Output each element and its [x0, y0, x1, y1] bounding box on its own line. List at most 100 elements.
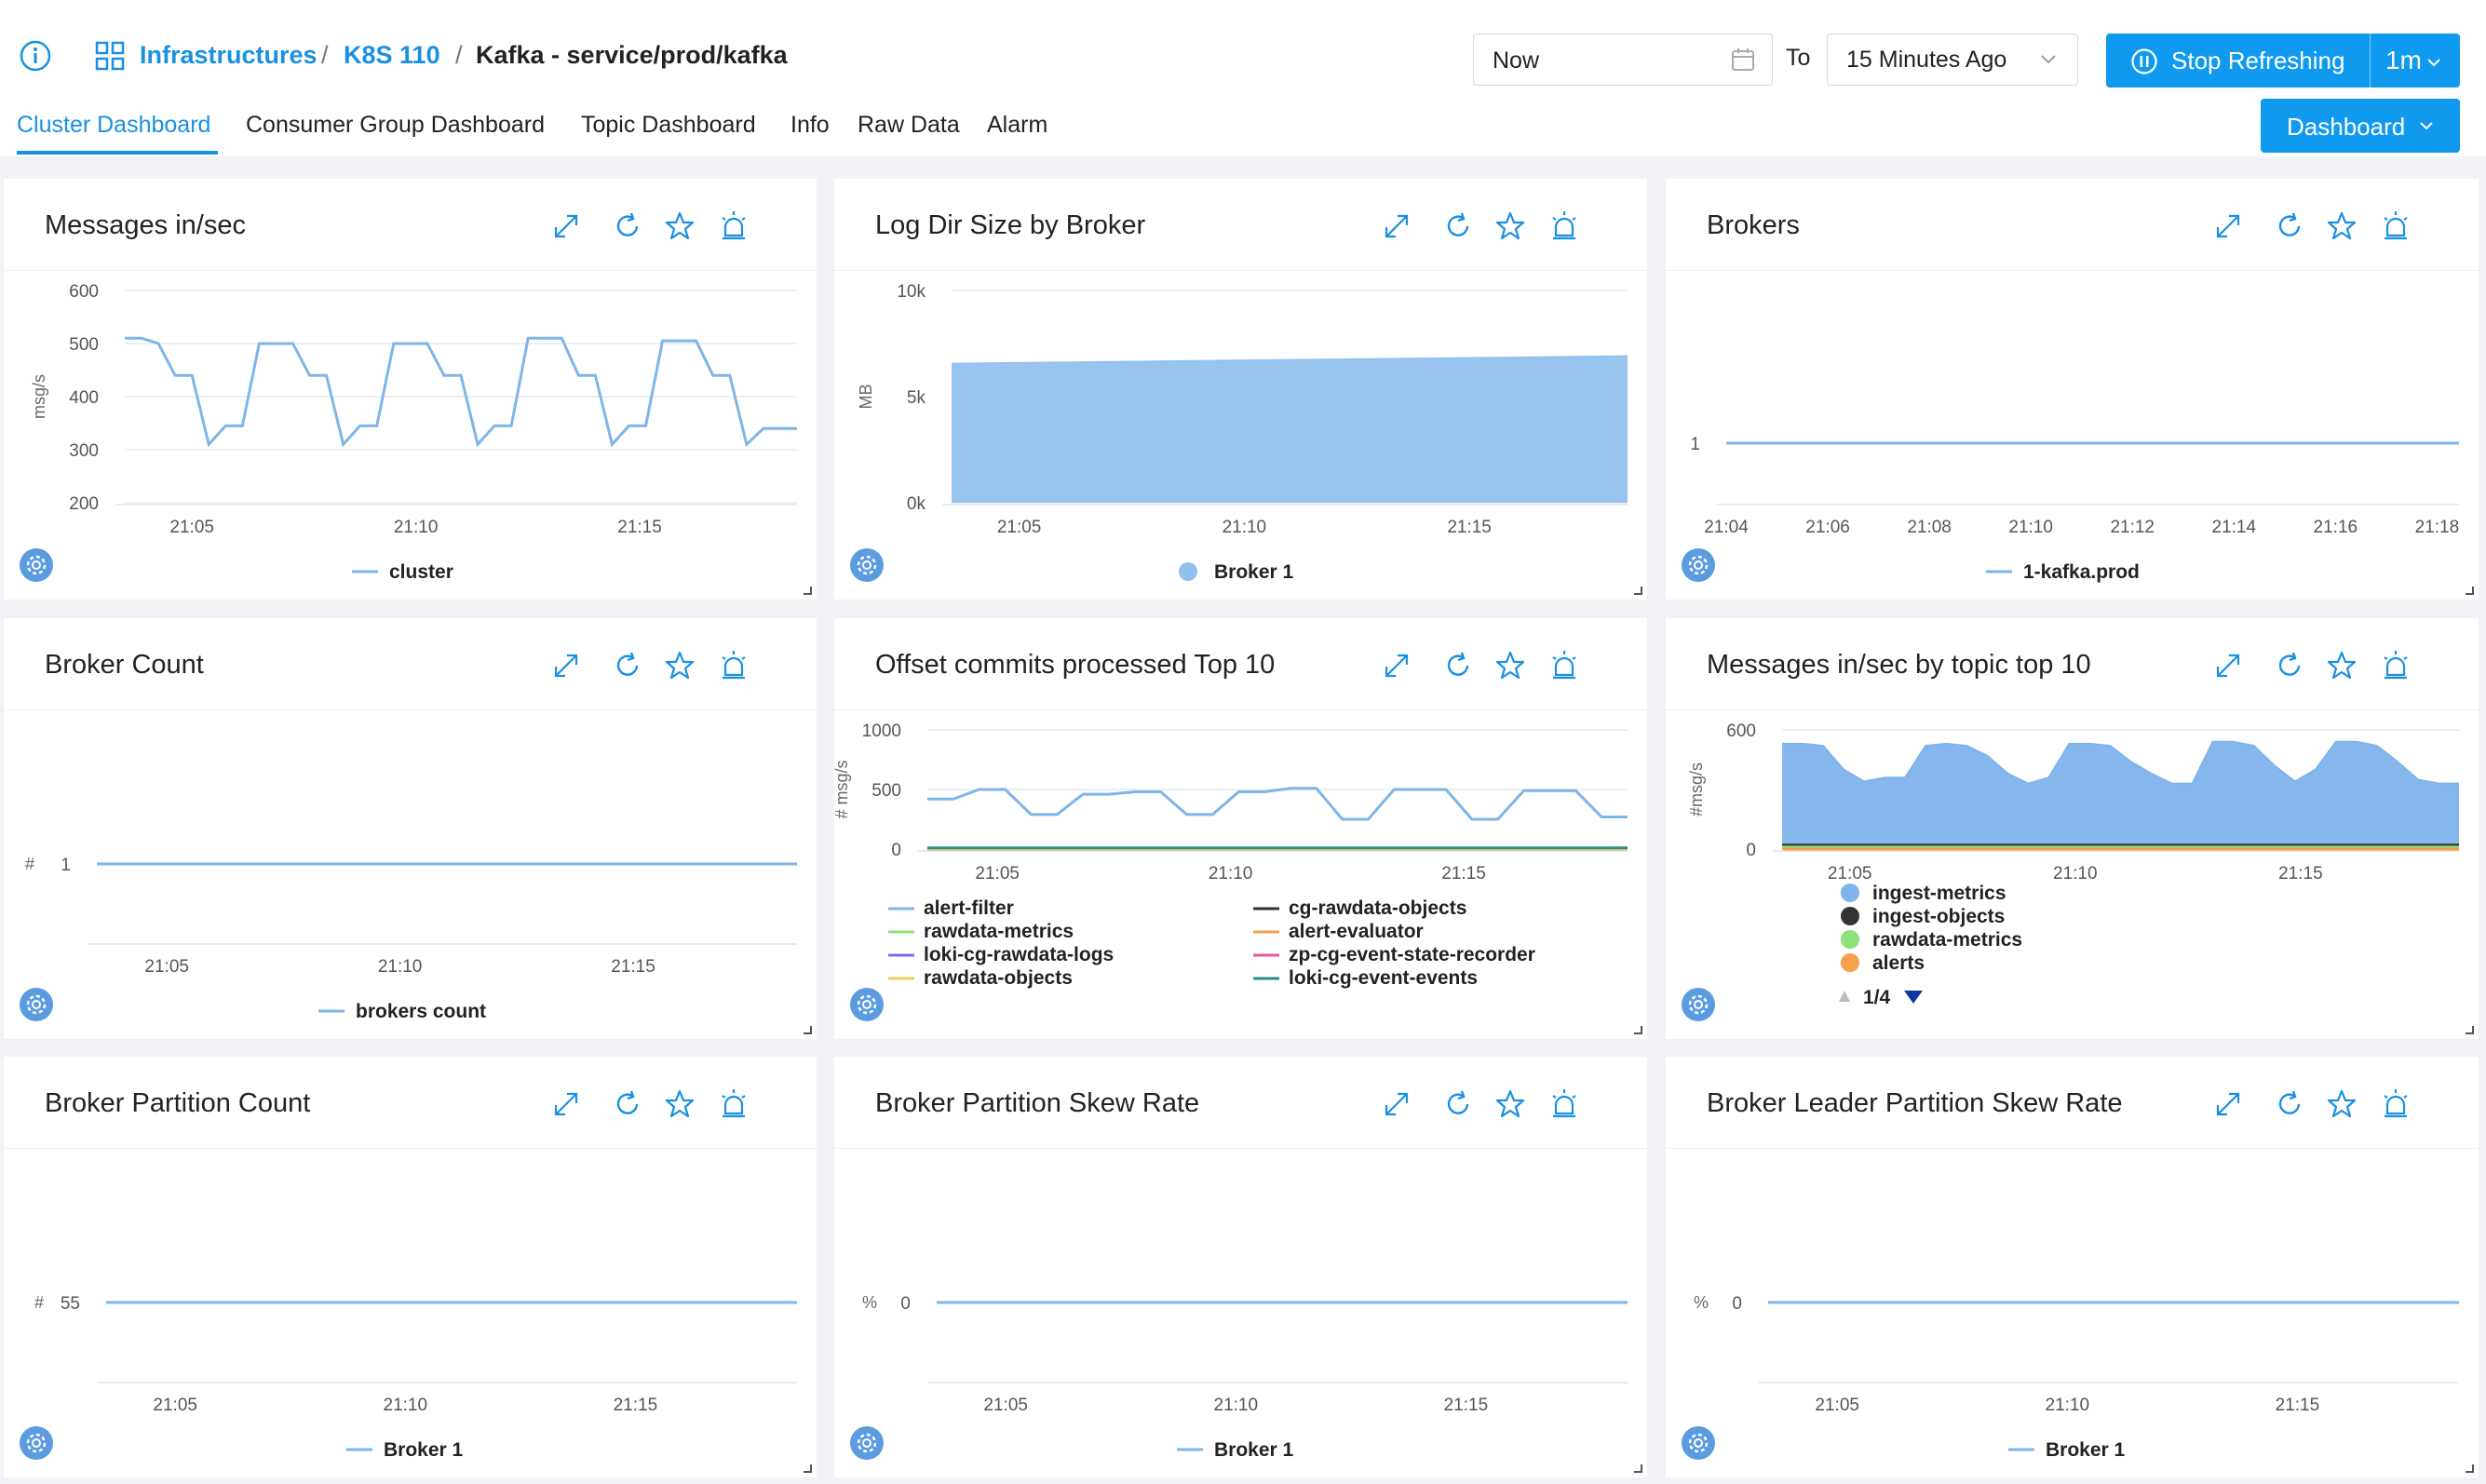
breadcrumb-k8s[interactable]: K8S 110 [344, 41, 440, 69]
refresh-icon[interactable] [612, 650, 643, 681]
alarm-icon[interactable] [1548, 210, 1580, 242]
time-to-input[interactable]: Now [1473, 34, 1773, 86]
x-tick-label: 21:05 [1828, 864, 1872, 884]
tab-alarm[interactable]: Alarm [987, 112, 1048, 138]
resize-handle-icon[interactable] [2464, 585, 2475, 596]
star-icon[interactable] [2326, 210, 2358, 242]
x-tick-label: 21:10 [2008, 518, 2053, 537]
resize-handle-icon[interactable] [2464, 1463, 2475, 1474]
alarm-icon[interactable] [718, 1088, 750, 1120]
tab-cluster-dashboard[interactable]: Cluster Dashboard [17, 112, 211, 138]
panel-divider [1666, 1148, 2479, 1149]
refresh-icon[interactable] [2274, 1088, 2305, 1120]
star-icon[interactable] [664, 650, 696, 681]
expand-icon[interactable] [1381, 1088, 1412, 1120]
dashboard-label: Dashboard [2287, 113, 2406, 141]
legend: 1-kafka.prod [1986, 561, 2140, 583]
alarm-icon[interactable] [1548, 1088, 1580, 1120]
resize-handle-icon[interactable] [1632, 1463, 1643, 1474]
x-tick-label: 21:15 [611, 957, 655, 977]
star-icon[interactable] [1494, 1088, 1526, 1120]
gear-icon[interactable] [19, 1425, 54, 1461]
expand-icon[interactable] [550, 210, 582, 242]
resize-handle-icon[interactable] [2464, 1024, 2475, 1035]
breadcrumb-infrastructures[interactable]: Infrastructures [140, 41, 318, 69]
refresh-icon[interactable] [612, 1088, 643, 1120]
breadcrumb-separator: / [455, 41, 463, 69]
legend-label: rawdata-objects [924, 967, 1073, 989]
y-tick-label: 300 [69, 441, 99, 461]
gear-icon[interactable] [19, 987, 54, 1022]
alarm-icon[interactable] [1548, 650, 1580, 681]
refresh-interval-select[interactable]: 1m [2385, 46, 2442, 75]
chart-panel: Brokers 1 21:04 21:06 21:08 21:10 21:12 21:14 21… [1666, 179, 2479, 600]
breadcrumb-separator: / [321, 41, 329, 69]
alarm-icon[interactable] [2380, 210, 2412, 242]
expand-icon[interactable] [2212, 650, 2244, 681]
y-tick-label: 400 [69, 388, 99, 408]
refresh-icon[interactable] [2274, 650, 2305, 681]
star-icon[interactable] [2326, 650, 2358, 681]
chart: #msg/s 600 0 21:05 21:10 21:15 [1687, 722, 2459, 884]
expand-icon[interactable] [1381, 210, 1412, 242]
legend: ingest-metricsingest-objectsrawdata-metr… [1839, 883, 2022, 1008]
dashboard-dropdown-button[interactable]: Dashboard [2261, 99, 2460, 153]
tab-info[interactable]: Info [790, 112, 830, 138]
alarm-icon[interactable] [718, 650, 750, 681]
expand-icon[interactable] [550, 650, 582, 681]
star-icon[interactable] [664, 1088, 696, 1120]
pause-icon [2131, 48, 2157, 74]
star-icon[interactable] [1494, 650, 1526, 681]
x-tick-label: 21:15 [617, 518, 662, 537]
resize-handle-icon[interactable] [802, 585, 813, 596]
chart: msg/s 600 500 400 300 200 21:05 21:10 21:15 [30, 282, 797, 537]
expand-icon[interactable] [1381, 650, 1412, 681]
star-icon[interactable] [2326, 1088, 2358, 1120]
gear-icon[interactable] [1681, 987, 1716, 1022]
alarm-icon[interactable] [2380, 650, 2412, 681]
resize-handle-icon[interactable] [802, 1024, 813, 1035]
tab-raw-data[interactable]: Raw Data [858, 112, 960, 138]
expand-icon[interactable] [2212, 210, 2244, 242]
x-tick-label: 21:06 [1805, 518, 1850, 537]
expand-icon[interactable] [2212, 1088, 2244, 1120]
refresh-icon[interactable] [1442, 1088, 1474, 1120]
legend-swatch [1841, 907, 1859, 925]
gear-icon[interactable] [1681, 1425, 1716, 1461]
gear-icon[interactable] [19, 547, 54, 583]
expand-icon[interactable] [550, 1088, 582, 1120]
x-tick-label: 21:05 [975, 864, 1020, 884]
x-tick-label: 21:10 [378, 957, 423, 977]
panel-divider [4, 1148, 817, 1149]
gear-icon[interactable] [849, 1425, 885, 1461]
resize-handle-icon[interactable] [802, 1463, 813, 1474]
alarm-icon[interactable] [718, 210, 750, 242]
legend: Broker 1 [1179, 561, 1294, 583]
chart: % 0 21:05 21:10 21:15 [1694, 1293, 2459, 1415]
tab-consumer-group-dashboard[interactable]: Consumer Group Dashboard [246, 112, 545, 138]
legend-label: Broker 1 [384, 1439, 464, 1461]
alarm-icon[interactable] [2380, 1088, 2412, 1120]
time-range-select[interactable]: 15 Minutes Ago [1827, 34, 2078, 86]
y-tick-label: 0 [891, 841, 901, 860]
tab-topic-dashboard[interactable]: Topic Dashboard [581, 112, 756, 138]
axis-label: % [1694, 1293, 1709, 1312]
resize-handle-icon[interactable] [1632, 585, 1643, 596]
star-icon[interactable] [1494, 210, 1526, 242]
gear-icon[interactable] [849, 547, 885, 583]
resize-handle-icon[interactable] [1632, 1024, 1643, 1035]
x-tick-label: 21:10 [1223, 518, 1267, 537]
refresh-icon[interactable] [1442, 210, 1474, 242]
chart-panel: Messages in/sec by topic top 10 #msg/s 600… [1666, 618, 2479, 1039]
y-tick-label: 10k [897, 282, 925, 302]
info-icon[interactable] [19, 39, 52, 73]
gear-icon[interactable] [1681, 547, 1716, 583]
stop-refreshing-button[interactable]: Stop Refreshing 1m [2106, 34, 2460, 88]
refresh-icon[interactable] [612, 210, 643, 242]
refresh-icon[interactable] [2274, 210, 2305, 242]
refresh-icon[interactable] [1442, 650, 1474, 681]
gear-icon[interactable] [849, 987, 885, 1022]
legend-page-indicator: 1/4 [1863, 987, 1891, 1008]
star-icon[interactable] [664, 210, 696, 242]
panel-title: Messages in/sec [45, 210, 246, 240]
